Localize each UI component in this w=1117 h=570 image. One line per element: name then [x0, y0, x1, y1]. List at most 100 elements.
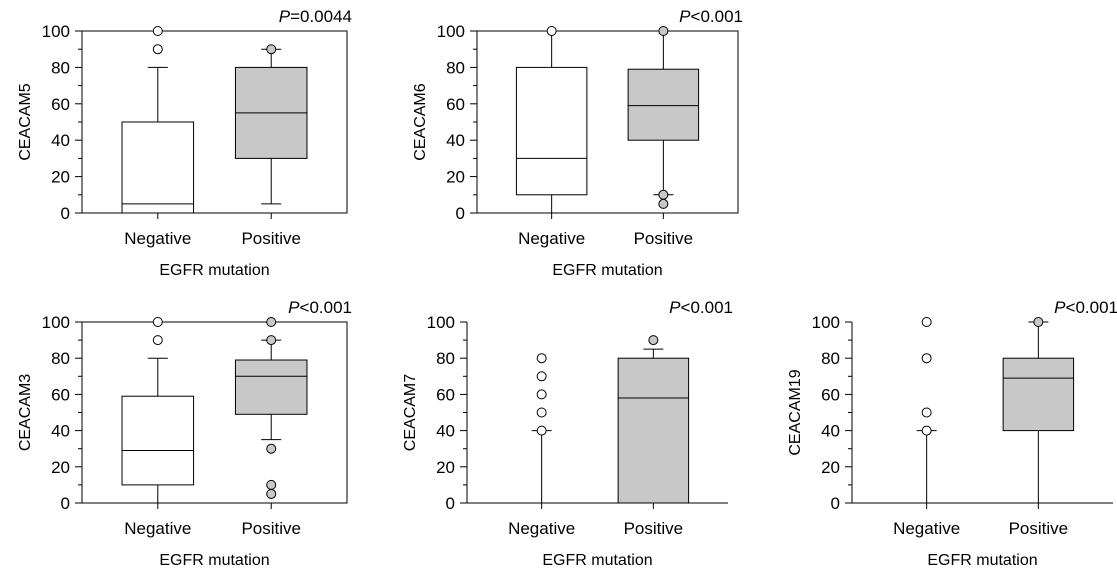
p-value-label: P<0.001: [679, 7, 743, 26]
p-value-label: P<0.001: [1054, 298, 1117, 317]
y-tick-label: 80: [446, 58, 465, 77]
x-axis-title: EGFR mutation: [159, 552, 269, 569]
box-iqr: [617, 357, 690, 504]
outlier-point: [266, 488, 277, 499]
y-tick-label: 20: [821, 458, 840, 477]
p-value-symbol: P: [669, 298, 681, 317]
y-tick-label: 60: [51, 95, 70, 114]
y-tick-label: 0: [61, 494, 70, 513]
y-tick-label: 100: [812, 313, 840, 332]
outlier-point: [536, 425, 547, 436]
y-tick-label: 80: [51, 58, 70, 77]
box-negative: [121, 317, 195, 504]
y-axis-title: CEACAM7: [402, 374, 419, 451]
box-iqr: [627, 68, 700, 141]
p-value-text: =0.0044: [290, 7, 352, 26]
y-tick-label: 100: [427, 313, 455, 332]
x-category-label: Positive: [241, 229, 301, 248]
x-category-label: Positive: [624, 519, 684, 538]
x-axis-title: EGFR mutation: [159, 262, 269, 279]
p-value-text: <0.001: [691, 7, 743, 26]
box-negative: [531, 353, 552, 504]
y-tick-label: 60: [821, 385, 840, 404]
p-value-label: P=0.0044: [279, 7, 352, 26]
box-iqr: [234, 359, 308, 415]
y-tick-label: 60: [436, 385, 455, 404]
y-tick-label: 40: [436, 422, 455, 441]
y-tick-label: 80: [51, 349, 70, 368]
x-category-label: Positive: [634, 229, 694, 248]
box-positive: [617, 335, 690, 504]
box-negative: [515, 26, 588, 214]
y-tick-label: 40: [821, 422, 840, 441]
box-iqr: [515, 66, 588, 196]
y-axis-title: CEACAM3: [17, 374, 34, 451]
box-positive: [234, 317, 308, 499]
y-tick-label: 80: [436, 349, 455, 368]
box-positive: [234, 44, 308, 205]
p-value-text: <0.001: [681, 298, 733, 317]
y-tick-label: 20: [51, 168, 70, 187]
outlier-point: [152, 335, 163, 346]
outlier-point: [921, 317, 932, 327]
x-axis-title: EGFR mutation: [552, 262, 662, 279]
p-value-symbol: P: [279, 7, 291, 26]
box-positive: [627, 26, 700, 209]
box-iqr: [121, 121, 195, 214]
y-axis-title: CEACAM6: [412, 83, 429, 160]
panel-1: 0 20 40 60 80 100 Negative Positive EGFR mutatio…: [17, 7, 352, 279]
y-tick-label: 100: [437, 22, 465, 41]
outlier-point: [266, 443, 277, 454]
x-category-label: Negative: [508, 519, 575, 538]
outlier-point: [536, 407, 547, 418]
panel-3: 0 20 40 60 80 100 Negative Positive EGFR mutatio…: [17, 298, 352, 569]
outlier-point: [152, 44, 163, 55]
y-tick-label: 0: [446, 494, 455, 513]
y-tick-label: 0: [61, 204, 70, 223]
y-tick-label: 40: [446, 131, 465, 150]
box-iqr: [121, 395, 195, 486]
outlier-point: [266, 44, 277, 55]
outlier-point: [921, 353, 932, 364]
x-category-label: Negative: [518, 229, 585, 248]
y-tick-label: 0: [456, 204, 465, 223]
x-category-label: Negative: [893, 519, 960, 538]
panel-4: 0 20 40 60 80 100 Negative Positive EGFR mutatio…: [402, 298, 733, 569]
outlier-point: [546, 26, 557, 36]
y-axis-title: CEACAM5: [17, 83, 34, 160]
outlier-point: [658, 26, 669, 36]
p-value-symbol: P: [679, 7, 691, 26]
y-tick-label: 20: [446, 168, 465, 187]
y-tick-label: 80: [821, 349, 840, 368]
y-tick-label: 100: [42, 22, 70, 41]
x-category-label: Positive: [241, 519, 301, 538]
outlier-point: [658, 189, 669, 200]
outlier-point: [152, 317, 163, 327]
outlier-point: [152, 26, 163, 36]
panel-2: 0 20 40 60 80 100 Negative Positive EGFR mutatio…: [412, 7, 743, 279]
outlier-point: [536, 389, 547, 400]
p-value-text: <0.001: [1066, 298, 1117, 317]
x-category-label: Positive: [1009, 519, 1069, 538]
y-tick-label: 60: [446, 95, 465, 114]
y-tick-label: 60: [51, 385, 70, 404]
box-iqr: [1002, 357, 1075, 432]
x-category-label: Negative: [124, 519, 191, 538]
outlier-point: [921, 407, 932, 418]
outlier-point: [1033, 317, 1044, 327]
outlier-point: [266, 335, 277, 346]
outlier-point: [536, 353, 547, 364]
box-negative: [121, 26, 195, 214]
x-axis-title: EGFR mutation: [542, 552, 652, 569]
outlier-point: [266, 317, 277, 327]
y-tick-label: 40: [51, 131, 70, 150]
p-value-symbol: P: [1054, 298, 1066, 317]
y-tick-label: 20: [51, 458, 70, 477]
box-negative: [916, 317, 937, 504]
p-value-label: P<0.001: [669, 298, 733, 317]
outlier-point: [658, 198, 669, 209]
panel-5: 0 20 40 60 80 100 Negative Positive EGFR mutatio…: [787, 298, 1117, 569]
p-value-label: P<0.001: [288, 298, 352, 317]
y-tick-label: 100: [42, 313, 70, 332]
